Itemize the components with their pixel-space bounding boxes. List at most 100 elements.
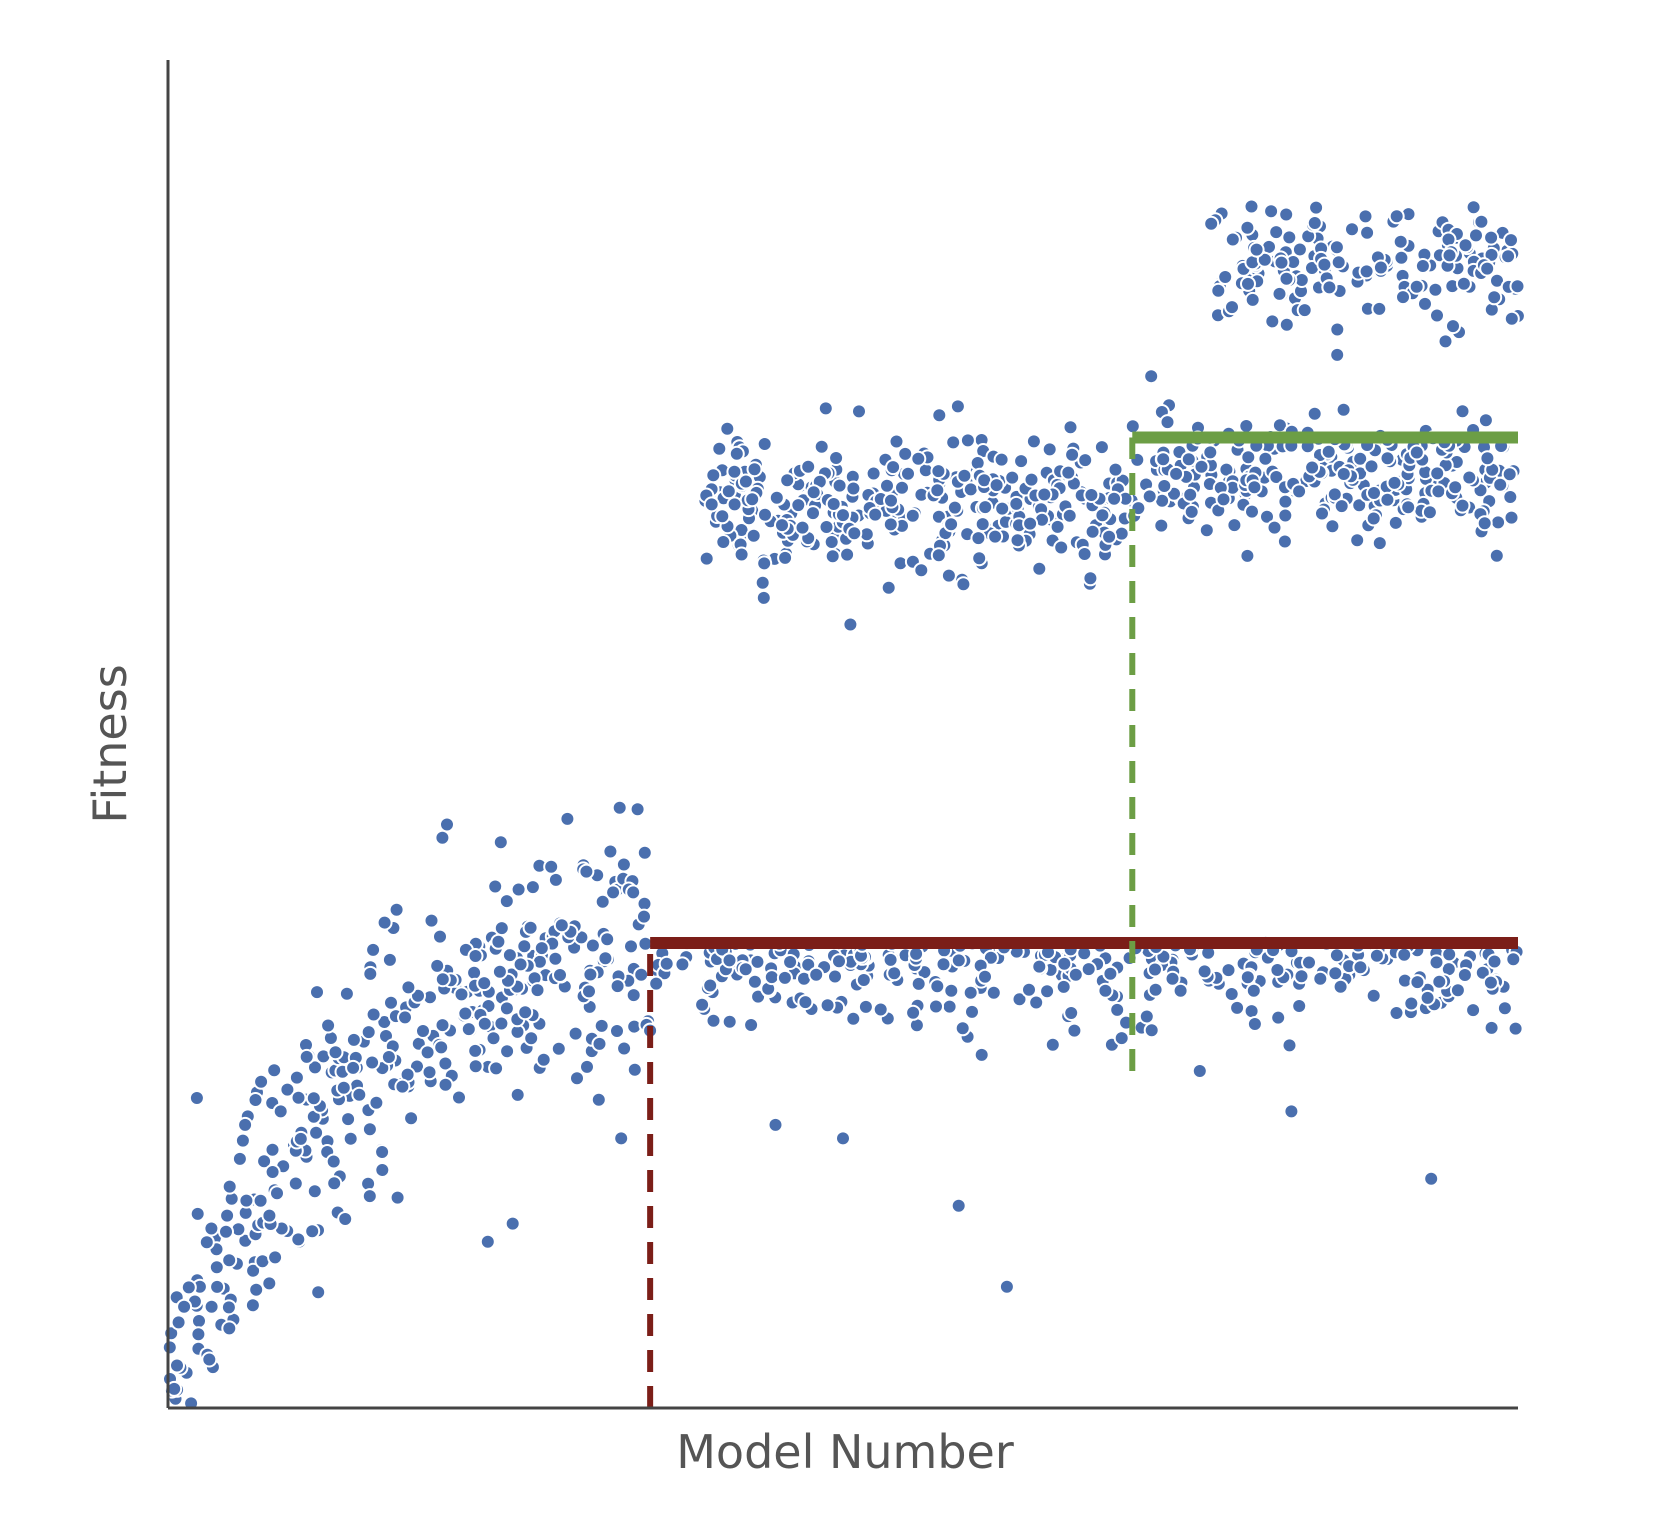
data-point (1293, 968, 1310, 985)
data-point (910, 450, 927, 467)
data-point (779, 472, 796, 489)
data-point (1168, 465, 1185, 482)
data-point (306, 1183, 323, 1200)
data-point (253, 1073, 270, 1090)
scatter-points (161, 198, 1526, 1412)
data-point (605, 884, 622, 901)
data-point (1044, 1036, 1061, 1053)
data-point (1328, 239, 1345, 256)
threshold-lines (647, 431, 1518, 1408)
data-point (550, 1040, 567, 1057)
data-point (945, 434, 962, 451)
data-point (1244, 503, 1260, 520)
data-point (218, 1223, 234, 1240)
data-point (1477, 412, 1494, 429)
data-point (987, 528, 1004, 545)
data-point (886, 965, 903, 982)
data-point (1264, 313, 1281, 330)
data-point (705, 1012, 722, 1029)
data-point (584, 937, 601, 954)
data-point (1344, 221, 1360, 238)
data-point (615, 856, 632, 873)
data-point (755, 589, 772, 606)
data-point (1101, 528, 1118, 545)
data-point (994, 500, 1011, 517)
data-point (304, 1223, 321, 1240)
data-point (389, 1189, 406, 1206)
data-point (879, 477, 895, 494)
data-point (1486, 953, 1503, 970)
data-point (623, 938, 639, 955)
data-point (818, 519, 835, 535)
data-point (1036, 486, 1053, 503)
data-point (805, 484, 822, 501)
data-point (880, 579, 897, 596)
data-point (828, 450, 845, 466)
data-point (1147, 961, 1163, 978)
data-point (1077, 452, 1094, 469)
data-point (703, 496, 720, 513)
data-point (1159, 414, 1176, 431)
data-point (1240, 275, 1256, 292)
data-point (1238, 418, 1255, 434)
data-point (522, 919, 539, 936)
data-point (674, 956, 691, 973)
data-point (342, 1130, 359, 1147)
data-point (823, 534, 840, 550)
data-point (1156, 478, 1173, 494)
data-point (288, 1069, 305, 1086)
data-point (290, 1089, 307, 1106)
data-point (1371, 300, 1388, 317)
data-point (219, 1207, 236, 1224)
data-point (419, 1044, 436, 1061)
data-point (261, 1207, 278, 1224)
data-point (1329, 321, 1346, 338)
data-point (1437, 333, 1454, 350)
data-point (745, 527, 762, 544)
data-point (298, 1048, 315, 1065)
data-point (1102, 965, 1119, 982)
data-point (308, 1124, 325, 1141)
data-point (397, 1009, 413, 1026)
data-point (256, 1153, 273, 1170)
data-point (1039, 983, 1056, 1000)
data-point (715, 534, 732, 550)
data-point (1479, 260, 1496, 277)
data-point (1441, 247, 1458, 264)
data-point (1281, 229, 1298, 246)
data-point (1326, 486, 1343, 503)
data-point (698, 550, 715, 567)
data-point (161, 1339, 178, 1356)
data-point (1097, 982, 1114, 999)
data-point (756, 555, 773, 572)
data-point (1196, 963, 1213, 980)
data-point (504, 1215, 521, 1232)
data-point (846, 525, 863, 542)
data-point (567, 1025, 584, 1042)
data-point (433, 1039, 450, 1056)
data-point (170, 1314, 187, 1331)
data-point (977, 499, 994, 516)
data-point (1366, 485, 1382, 501)
data-point (1180, 451, 1197, 468)
data-point (1333, 498, 1350, 515)
data-point (882, 516, 899, 533)
data-point (1063, 1005, 1080, 1021)
data-point (423, 912, 440, 929)
data-point (1468, 227, 1484, 244)
data-point (928, 998, 944, 1015)
data-point (1291, 241, 1308, 258)
data-point (1143, 368, 1160, 385)
data-point (1308, 199, 1325, 216)
data-point (1454, 497, 1471, 514)
data-point (593, 1017, 610, 1034)
data-point (208, 1259, 225, 1276)
data-point (1008, 495, 1025, 512)
data-point (929, 978, 946, 995)
data-point (309, 984, 325, 1001)
data-point (794, 519, 811, 536)
data-point (1457, 237, 1474, 254)
data-point (883, 492, 899, 509)
data-point (1049, 518, 1066, 535)
